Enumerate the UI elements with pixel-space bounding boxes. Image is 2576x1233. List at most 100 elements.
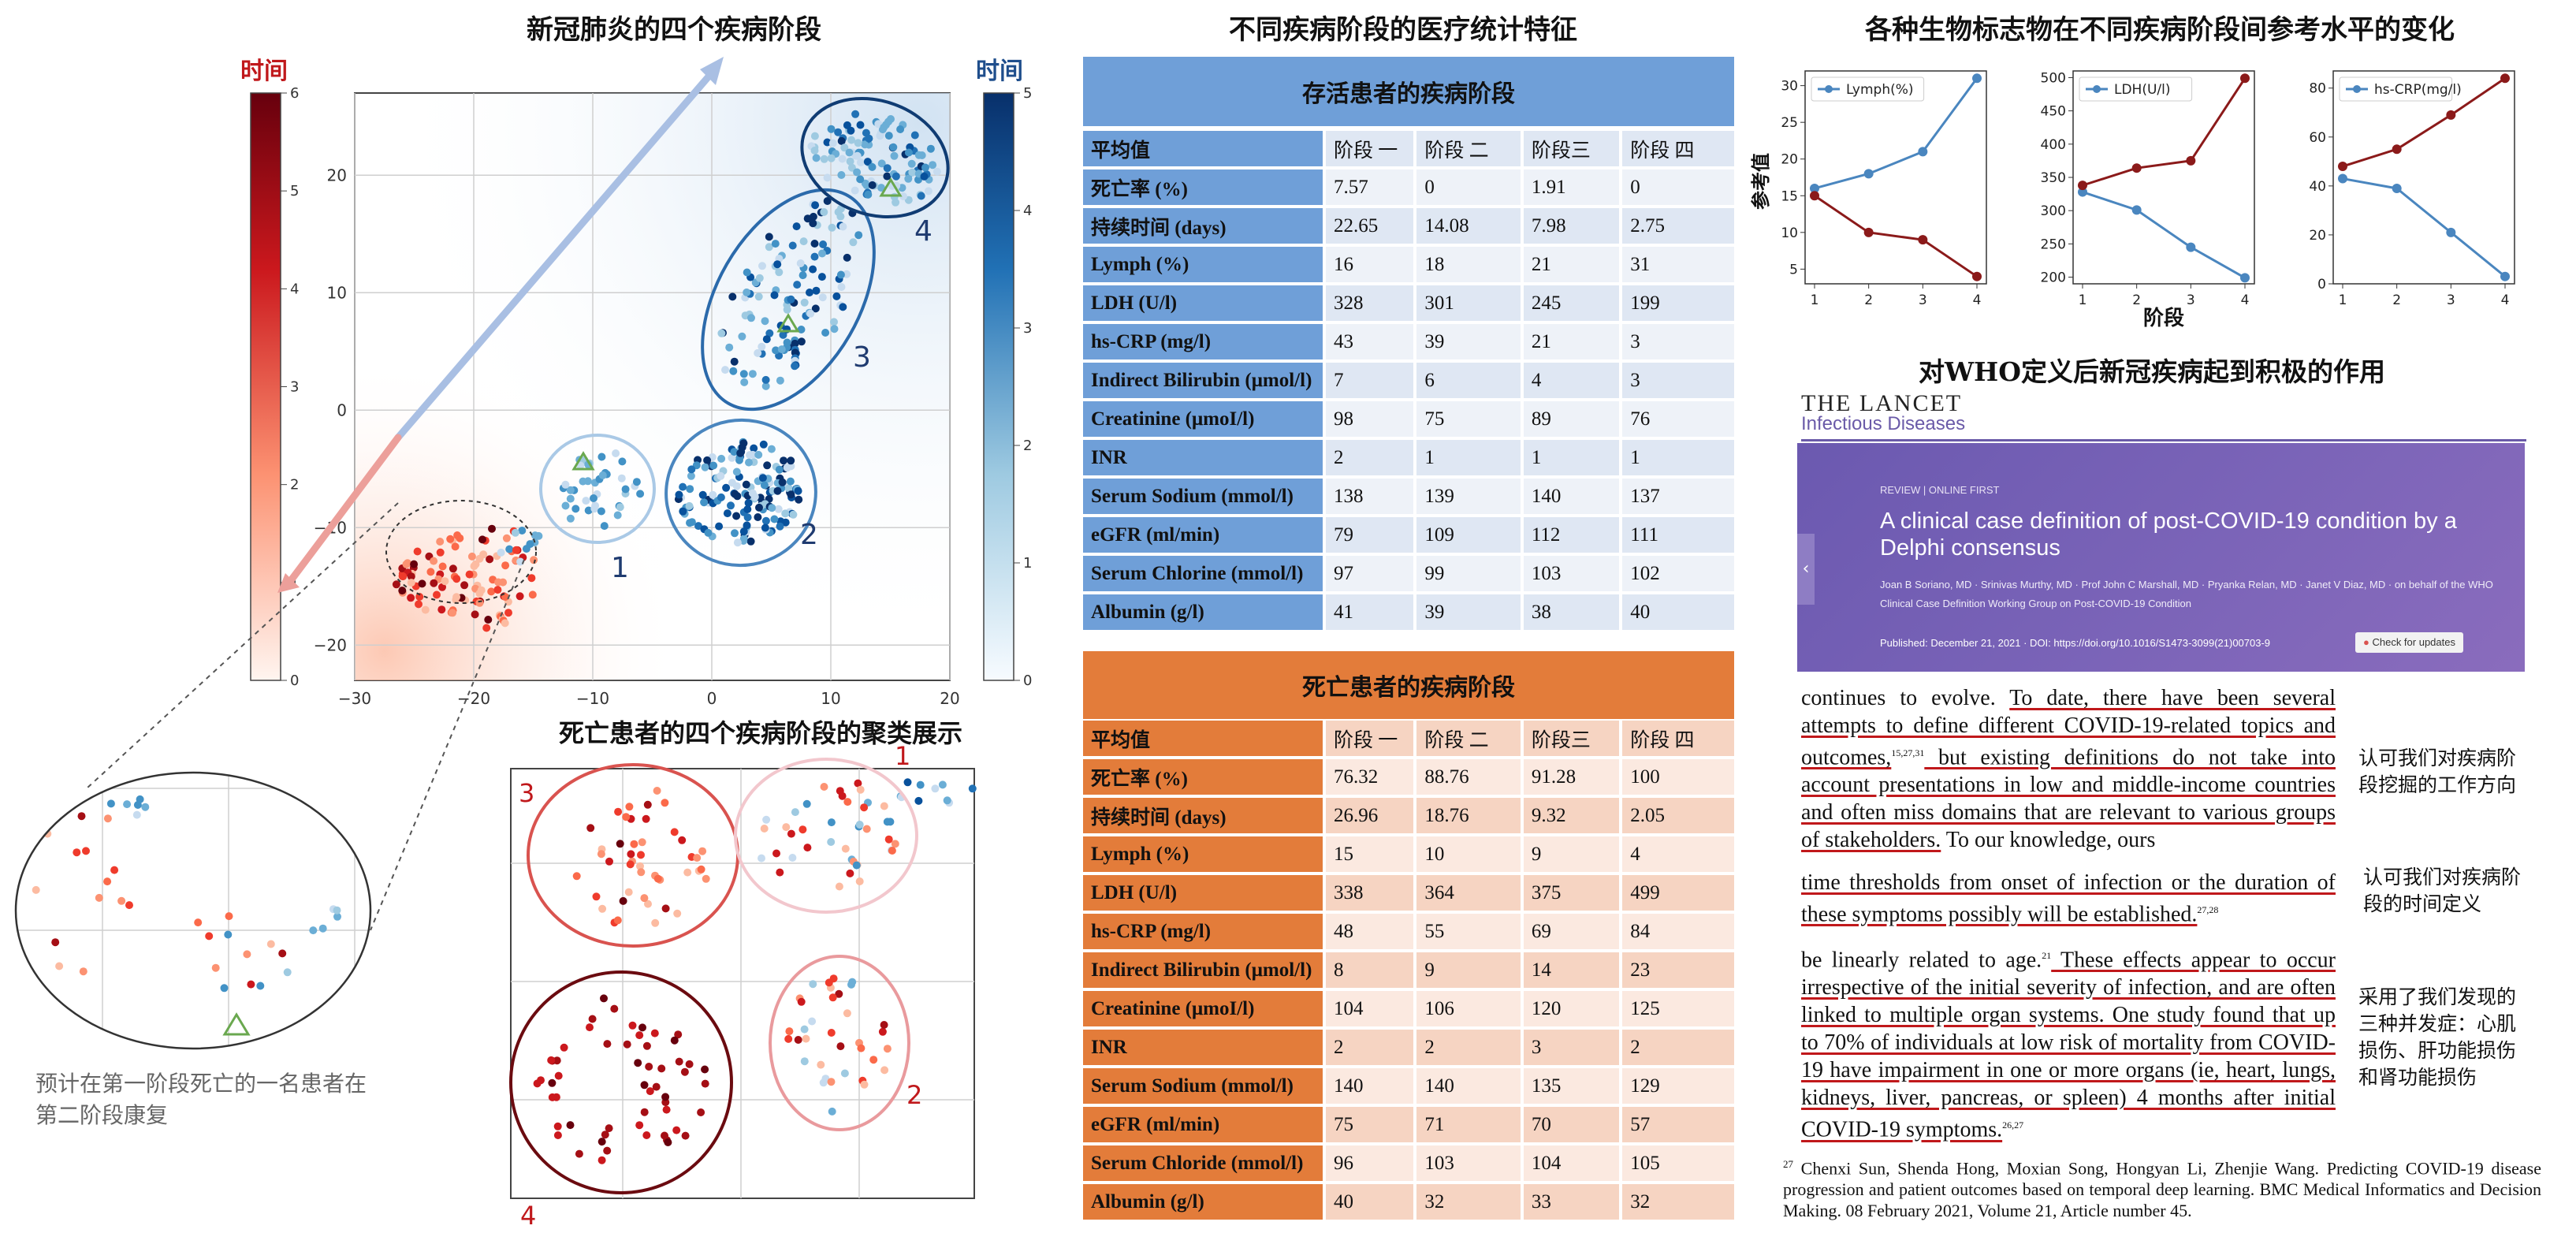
dec-point: [661, 799, 669, 807]
dec-point: [657, 1064, 666, 1073]
data-point: [2186, 242, 2196, 252]
table-cell: 40: [1326, 1184, 1414, 1220]
dec-point: [808, 1017, 817, 1026]
scatter-point: [505, 545, 514, 553]
scatter-point: [786, 477, 795, 486]
dec-point: [653, 874, 662, 883]
table-cell: 1: [1622, 440, 1734, 475]
table-cell: 125: [1622, 991, 1734, 1026]
dec-point: [560, 1043, 568, 1052]
scatter-point: [760, 481, 769, 490]
dec-point: [642, 1041, 651, 1050]
scatter-point: [811, 304, 820, 313]
dec-point: [601, 1131, 609, 1139]
table-cell: INR: [1083, 1030, 1323, 1065]
table-row: Serum Sodium (mmol/l) 140 140 135 129: [1083, 1068, 1734, 1104]
dec-point: [860, 1080, 869, 1089]
chevron-left-icon[interactable]: ‹: [1797, 534, 1815, 605]
scatter-point: [512, 546, 520, 554]
scatter-point: [407, 579, 415, 587]
scatter-point: [731, 529, 739, 538]
dec-point: [634, 1059, 642, 1067]
scatter-point: [636, 490, 645, 498]
dec-point: [566, 1121, 575, 1130]
dec-point: [598, 904, 607, 913]
table-cell: Creatinine (μmoI/l): [1083, 991, 1323, 1026]
panel1-title: 新冠肺炎的四个疾病阶段: [527, 14, 821, 46]
zoom-point: [136, 795, 144, 803]
scatter-point: [451, 542, 460, 551]
table-cell: 31: [1622, 247, 1734, 282]
scatter-point: [811, 201, 820, 210]
scatter-point: [810, 147, 819, 155]
scatter-point: [854, 139, 862, 147]
check-updates-button[interactable]: ● Check for updates: [2355, 632, 2463, 653]
dec-point: [820, 783, 828, 791]
scatter-point: [851, 186, 859, 195]
scatter-point: [779, 330, 787, 339]
scatter-point: [488, 524, 496, 533]
table-header-row: 平均值 阶段 一阶段 二阶段三 阶段 四: [1083, 721, 1734, 756]
dec-point: [554, 1071, 563, 1080]
dec-point: [886, 818, 895, 826]
scatter-point: [781, 509, 790, 518]
cluster-ellipse-1: [539, 434, 656, 544]
dec-point: [843, 798, 852, 806]
scatter-point: [806, 289, 813, 296]
table-cell: Serum Sodium (mmol/l): [1083, 479, 1323, 514]
update-icon: ●: [2363, 636, 2373, 648]
data-point: [2078, 181, 2087, 191]
scatter-point: [840, 143, 849, 152]
scatter-point: [750, 493, 759, 501]
table-row: 死亡率 (%) 76.32 88.76 91.28 100: [1083, 759, 1734, 795]
legend-label: LDH(U/l): [2114, 82, 2171, 98]
table-cell: LDH (U/l): [1083, 875, 1323, 911]
zoom-point: [106, 799, 115, 808]
dec-point: [827, 1029, 836, 1037]
table-cell: 2.75: [1622, 208, 1734, 244]
table-cell: 39: [1416, 324, 1521, 359]
dec-point: [678, 836, 687, 844]
dec-point: [817, 1060, 825, 1069]
table-cell: 3: [1622, 324, 1734, 359]
table-cell: 4: [1523, 363, 1620, 398]
table-cell: 33: [1523, 1184, 1620, 1220]
dec-point: [891, 840, 899, 848]
dec-point: [627, 850, 635, 859]
table-row: INR 2 1 1 1: [1083, 440, 1734, 475]
scatter-point: [818, 249, 826, 258]
table-cell: 32: [1416, 1184, 1521, 1220]
table-cell: 40: [1622, 594, 1734, 630]
scatter-point: [762, 335, 771, 344]
line-chart-3: 0 20 40 60 80 1 2 3 4 hs-CRP(mg/l): [2309, 70, 2515, 308]
table-cell: 18: [1416, 247, 1521, 282]
deceased-cluster-plot: 1 2 3 4: [509, 745, 977, 1226]
zoom-point: [110, 866, 119, 874]
zoom-point: [82, 847, 90, 855]
scatter-point: [433, 590, 441, 599]
scatter-point: [566, 486, 575, 494]
column-header: 阶段三: [1523, 131, 1620, 166]
article-headline[interactable]: A clinical case definition of post-COVID…: [1880, 508, 2457, 561]
dec-point: [903, 778, 912, 787]
scatter-point: [516, 592, 524, 601]
charts-title: 各种生物标志物在不同疾病阶段间参考水平的变化: [1865, 14, 2455, 46]
dec-point: [914, 796, 923, 805]
table-cell: 7: [1326, 363, 1414, 398]
table-cell: 76.32: [1326, 759, 1414, 795]
dec-point: [943, 796, 951, 805]
zoom-caption: 预计在第一阶段死亡的一名患者在第二阶段康复: [35, 1071, 367, 1128]
scatter-point: [908, 168, 917, 177]
table-cell: 21: [1523, 247, 1620, 282]
scatter-point: [788, 241, 797, 250]
zoom-point: [220, 984, 229, 993]
scatter-point: [743, 288, 751, 296]
dec-point: [852, 861, 861, 870]
table-cell: 100: [1622, 759, 1734, 795]
dec-point: [548, 1078, 557, 1087]
table-cell: 84: [1622, 914, 1734, 949]
scatter-point: [679, 482, 687, 491]
x-tick-label: −10: [576, 689, 609, 708]
reference: 27 Chenxi Sun, Shenda Hong, Moxian Song,…: [1783, 1158, 2541, 1221]
table-row: Albumin (g/l) 40 32 33 32: [1083, 1184, 1734, 1220]
